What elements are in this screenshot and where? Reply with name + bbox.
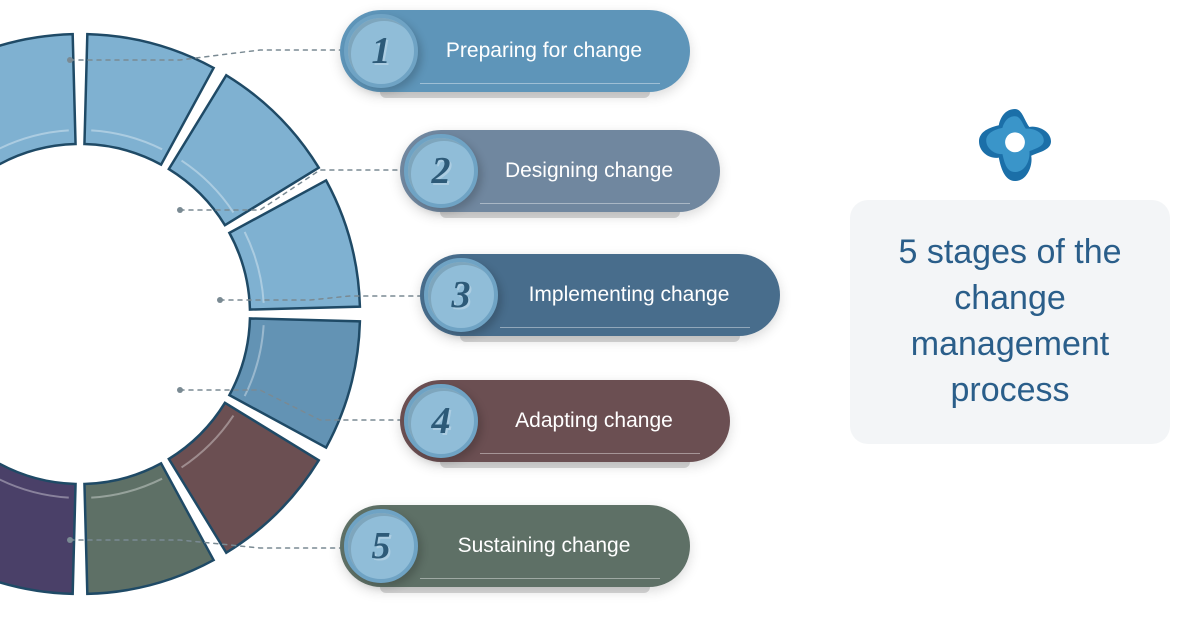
logo-svg — [970, 100, 1060, 190]
stage-number-circle: 1 — [344, 14, 418, 88]
stage-1: 1 Preparing for change — [340, 10, 690, 92]
stage-pill: 2 Designing change — [400, 130, 720, 212]
stage-2: 2 Designing change — [400, 130, 720, 212]
infographic-container: 1 Preparing for change 2 Designing change 3 I… — [0, 0, 1200, 628]
stage-underline — [480, 203, 690, 205]
stage-number: 3 — [452, 273, 471, 317]
stage-underline — [480, 453, 700, 455]
stage-number: 1 — [372, 29, 391, 73]
stage-number-circle: 4 — [404, 384, 478, 458]
stage-number-circle: 2 — [404, 134, 478, 208]
stage-label: Implementing change — [498, 282, 780, 308]
stage-pill: 3 Implementing change — [420, 254, 780, 336]
ring-svg — [0, 34, 360, 594]
stage-number-circle: 5 — [344, 509, 418, 583]
stage-number: 5 — [372, 524, 391, 568]
stage-3: 3 Implementing change — [420, 254, 780, 336]
page-title: 5 stages of the change management proces… — [870, 230, 1150, 414]
segmented-ring — [0, 34, 360, 594]
ring-segment — [0, 463, 76, 594]
stage-underline — [500, 327, 750, 329]
stage-label: Preparing for change — [418, 38, 690, 64]
stage-label: Designing change — [478, 158, 720, 184]
stage-underline — [420, 83, 660, 85]
stage-underline — [420, 578, 660, 580]
ring-segment — [0, 34, 76, 165]
stage-5: 5 Sustaining change — [340, 505, 690, 587]
stage-label: Adapting change — [478, 408, 730, 434]
stage-label: Sustaining change — [418, 533, 690, 559]
stage-4: 4 Adapting change — [400, 380, 730, 462]
stage-number-circle: 3 — [424, 258, 498, 332]
stage-number: 4 — [432, 399, 451, 443]
stage-list: 1 Preparing for change 2 Designing change 3 I… — [340, 0, 810, 628]
stage-pill: 4 Adapting change — [400, 380, 730, 462]
logo-icon — [970, 100, 1060, 190]
title-block: 5 stages of the change management proces… — [850, 200, 1170, 444]
stage-number: 2 — [432, 149, 451, 193]
stage-pill: 5 Sustaining change — [340, 505, 690, 587]
stage-pill: 1 Preparing for change — [340, 10, 690, 92]
